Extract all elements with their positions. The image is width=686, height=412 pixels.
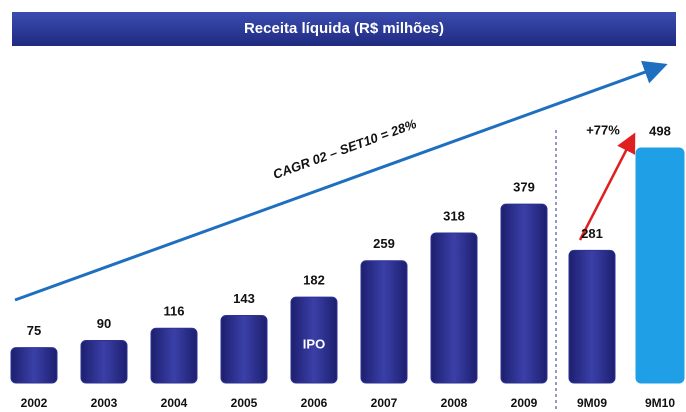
value-label: 318 [443,208,465,223]
x-tick-label: 2007 [371,396,398,410]
bar [290,296,338,384]
cagr-annotation: CAGR 02 – SET10 = 28% [271,116,419,182]
x-tick-label: 2006 [301,396,328,410]
x-tick-label: 2005 [231,396,258,410]
chart-title: Receita líquida (R$ milhões) [244,20,444,37]
bar [635,147,685,384]
bar [80,340,128,384]
x-tick-label: 2008 [441,396,468,410]
value-label: 75 [27,323,41,338]
x-tick-label: 2004 [161,396,188,410]
bar [568,249,616,384]
value-label: 90 [97,316,111,331]
bar [360,260,408,384]
x-tick-label: 9M09 [577,396,607,410]
x-tick-label: 2003 [91,396,118,410]
ipo-annotation: IPO [303,336,325,351]
value-label: 116 [164,304,185,319]
bar [500,203,548,384]
bar [150,327,198,384]
bar [10,347,58,384]
growth-annotation: +77% [586,122,620,137]
bar [430,232,478,384]
title-banner [12,12,676,46]
bar [220,315,268,384]
value-label: 379 [513,180,535,195]
x-tick-label: 2002 [21,396,48,410]
value-label: 143 [233,291,255,306]
x-tick-label: 2009 [511,396,538,410]
growth-arrow [578,132,636,241]
trend-arrow [14,60,668,302]
value-label: 498 [649,123,671,138]
value-label: 281 [581,226,603,241]
value-label: 259 [373,236,395,251]
value-label: 182 [303,273,325,288]
x-tick-label: 9M10 [645,396,675,410]
